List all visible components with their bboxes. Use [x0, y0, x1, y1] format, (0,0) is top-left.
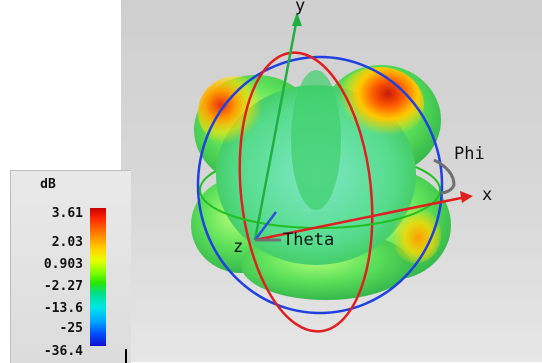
- x-axis-arrow: [460, 191, 473, 203]
- phi-label: Phi: [454, 144, 485, 164]
- y-axis-line: [253, 17, 299, 241]
- radiation-lobes: [191, 65, 451, 300]
- legend-tick-max: 3.61: [51, 206, 83, 221]
- phi-ring: [196, 55, 444, 315]
- y-axis-label: y: [295, 0, 306, 16]
- far-field-pattern-plot: [191, 12, 473, 333]
- legend-tick-min: -36.4: [43, 344, 83, 359]
- color-scale-legend: dB 3.61 2.03 0.903 -2.27 -13.6 -25 -36.4: [10, 170, 131, 363]
- x-axis-label: x: [482, 185, 493, 205]
- legend-unit-label: dB: [40, 177, 56, 192]
- phi-arrow: [433, 158, 456, 195]
- legend-tick: 0.903: [43, 257, 83, 272]
- z-axis-label: z: [233, 237, 244, 257]
- legend-tick: 2.03: [51, 235, 83, 250]
- legend-tick: -25: [59, 321, 83, 336]
- theta-label: Theta: [283, 230, 335, 250]
- legend-tick: -2.27: [43, 279, 83, 294]
- x-axis-line: [254, 195, 467, 242]
- z-axis-line: [254, 211, 277, 241]
- colorbar: [90, 208, 106, 346]
- legend-tick: -13.6: [43, 301, 83, 316]
- 3d-pattern-viewport[interactable]: y x z Phi Theta: [121, 0, 542, 362]
- colorbar-marker: [125, 349, 127, 363]
- y-axis-arrow: [292, 12, 302, 26]
